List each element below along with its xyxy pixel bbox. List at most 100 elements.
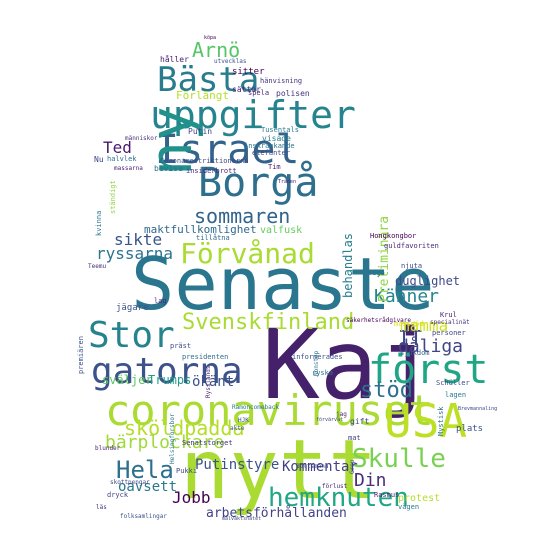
word-manniskor: människor (125, 135, 158, 142)
word-spela: spela (248, 89, 270, 97)
word-las: läs (96, 504, 107, 511)
word-kommentar: Kommentar (282, 459, 358, 475)
word-daliga: dåliga (398, 336, 464, 357)
word-okant: ökänt (192, 374, 235, 390)
word-forvanad: Förvånad (180, 237, 315, 270)
word-skulle: Skulle (352, 444, 446, 474)
word-forlangt: Förlängt (176, 89, 229, 102)
word-tusentals: Tusentals (261, 126, 299, 134)
word-hjk: HJK (238, 417, 249, 424)
word-halvlek: halvlek (107, 155, 137, 163)
word-skoldpadda: sköldpadda (124, 416, 245, 440)
word-senatstorget: Senatstorget (182, 439, 233, 447)
word-sakerhetsradgivare: säkerhetsrådgivare (346, 317, 412, 324)
word-vagen: vägen (398, 503, 420, 511)
word-nytt: nytt (180, 423, 378, 518)
word-trumps: Trumps (148, 373, 192, 387)
word-mystisk: Mystisk (437, 406, 445, 436)
word-forvarvat: förvärvat (316, 417, 344, 423)
word-helsingforsbor: Helsingforsbor (169, 413, 176, 464)
word-putin: Putin (188, 127, 213, 136)
word-israel: Israel (155, 127, 300, 173)
word-maktfullkomlighet: maktfullkomlighet (144, 223, 257, 236)
word-kaj: Kaj (262, 309, 436, 421)
word-teemu: Teemu (88, 263, 107, 270)
word-personer: personer (432, 329, 466, 337)
word-jagare: jägare (116, 303, 149, 313)
word-valfusk: valfusk (260, 225, 303, 236)
word-ramoncomeback: Ramoncomeback (232, 404, 279, 411)
word-jag: jag (336, 411, 347, 418)
word-malvaktsnatet: målvaktsnätet (222, 516, 262, 522)
word-preliminara: Preliminära (377, 215, 392, 302)
word-barplockare: bärplockare (105, 432, 225, 453)
word-boltsmana: Boltsmana (296, 463, 329, 470)
word-oavsett: oavsett (118, 479, 178, 495)
word-bevisa: bevisa (154, 164, 183, 173)
word-dryck: dryck (107, 491, 129, 499)
word-insiderbrott: insiderbrott (186, 167, 237, 175)
word-vaga: väga (368, 269, 385, 277)
word-gift: gift (350, 417, 370, 426)
word-arbetsforhallanden: arbetsförhållanden (206, 506, 347, 521)
word-it: IT (398, 326, 423, 350)
word-mamma: mamma (400, 316, 449, 335)
word-sitter: sitter (232, 67, 265, 77)
word-elefanter: elefanter (252, 149, 290, 157)
word-sikte: sikte (114, 230, 163, 249)
word-putinstyre: Putinstyre (195, 457, 280, 473)
word-plats: plats (456, 424, 484, 434)
word-sjukdom: sjukdom (400, 349, 430, 357)
word-blunder: blunder (95, 445, 121, 452)
word-sommaren: sommaren (194, 204, 291, 228)
word-usa: USA (384, 394, 468, 448)
word-standigt: ständigt (109, 180, 117, 214)
word-krul: Krul (440, 311, 457, 319)
word-kvinna: kvinna (95, 210, 103, 236)
word-skottpengar: skottpengar (110, 479, 150, 486)
word-basta: Bästa (157, 60, 260, 100)
word-uppgifter: uppgifter (150, 93, 356, 137)
word-hongkongbor: Hongkongbor (370, 232, 417, 240)
word-svenskfinland: Svenskfinland (182, 310, 355, 335)
word-behandlas: behandlas (341, 232, 355, 298)
word-specialinat: specialinät (430, 319, 470, 326)
word-svaljer: sväljer (102, 373, 153, 387)
word-forst: först (368, 347, 489, 393)
word-inskrankande: inskränkande (244, 142, 295, 150)
word-lag: lag (154, 297, 167, 305)
word-polisen: polisen (276, 89, 310, 98)
word-presidenten: presidenten (182, 353, 229, 361)
word-ryska: ryska (312, 369, 334, 377)
word-coronarestriktionerna: Coronarestriktionerna (160, 157, 249, 165)
word-arno: Arnö (192, 38, 241, 62)
word-hela: Hela (116, 456, 174, 484)
word-tillatna: tillåtna (196, 234, 230, 242)
word-rysslands: Rysslands (205, 365, 212, 398)
word-mat: mat (348, 434, 361, 442)
word-visade: visade (262, 134, 291, 143)
word-borga: Borgå (198, 160, 319, 206)
word-prast: präst (170, 342, 192, 350)
word-pukki: Pukki (176, 467, 198, 475)
word-senaste: Senaste (131, 242, 435, 326)
word-nonstop: Nonstop (313, 350, 320, 376)
word-utvecklas: utvecklas (214, 58, 247, 65)
word-brevmannaling: Brevmannaling (458, 406, 498, 412)
word-informerades: informerades (292, 353, 343, 361)
word-kopa: köpa (204, 35, 217, 41)
word-hemknuten: hemknuten (268, 483, 409, 513)
word-jobb: Jobb (172, 488, 211, 507)
word-stor: Stor (88, 315, 175, 356)
word-satter: sätter (232, 85, 261, 94)
word-guldfavoriten: guldfavoriten (384, 242, 439, 250)
word-schuller: Schüller (436, 379, 470, 387)
word-traden: Träden (278, 179, 297, 185)
word-folksamlingar: folksamlingar (120, 513, 167, 520)
word-ted: Ted (103, 138, 132, 157)
word-duglighet: duglighet (395, 274, 461, 288)
word-ryssarna: ryssarna (96, 244, 174, 263)
word-haller: håller (160, 55, 189, 64)
word-njuta: njuta (401, 262, 423, 270)
